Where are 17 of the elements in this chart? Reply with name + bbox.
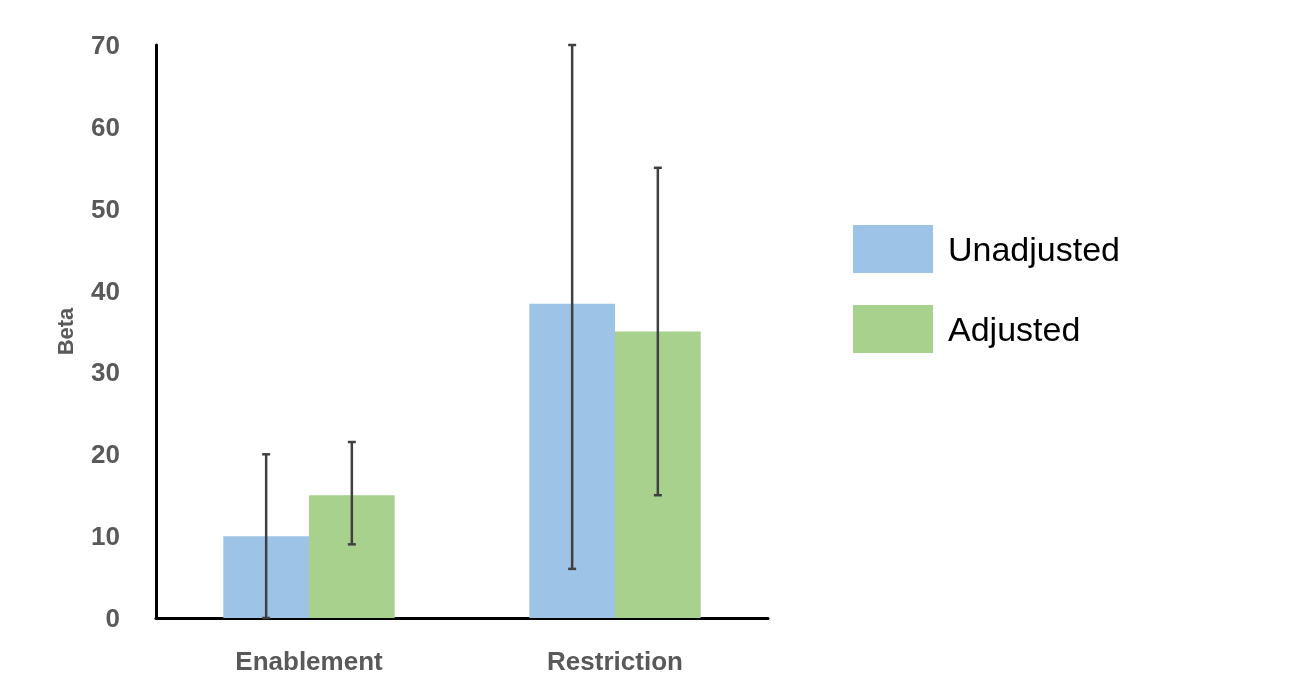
bar [309, 495, 395, 618]
y-tick-label: 70 [91, 30, 120, 60]
y-tick-label: 50 [91, 193, 120, 224]
x-tick-label: Enablement [235, 646, 384, 676]
y-tick-label: 0 [105, 603, 120, 633]
y-tick-label: 20 [91, 439, 120, 470]
y-tick-label: 40 [91, 275, 120, 306]
x-tick-label: Restriction [547, 646, 683, 676]
y-tick-label: 30 [91, 357, 120, 388]
bar [529, 303, 615, 618]
bar [615, 331, 701, 618]
bar [223, 536, 309, 618]
legend-label: Unadjusted [948, 230, 1121, 268]
y-tick-label: 10 [91, 521, 120, 552]
y-tick-label: 60 [91, 111, 120, 142]
legend-label: Adjusted [948, 310, 1081, 348]
y-axis-title: Beta [52, 306, 78, 356]
